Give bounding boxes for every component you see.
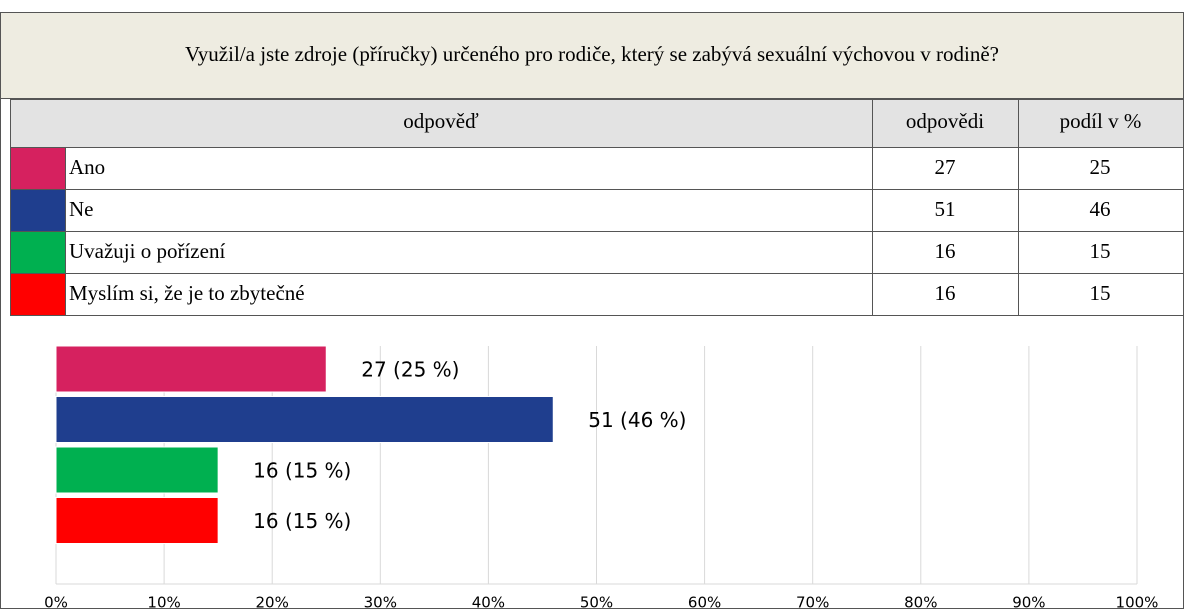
header-row [10,99,1184,148]
color-swatch [10,273,66,316]
x-tick-label: 100% [1116,594,1159,610]
percent: 15 [1090,281,1111,305]
value-label: 16 (15 %) [253,459,351,483]
percent: 25 [1090,155,1111,179]
answer-label: Ano [69,155,105,179]
x-tick-label: 60% [688,594,721,610]
x-tick-label: 30% [364,594,397,610]
answer-label: Myslím si, že je to zbytečné [69,281,305,305]
x-tick-label: 80% [904,594,937,610]
value-label: 16 (15 %) [253,509,351,533]
x-tick-label: 10% [147,594,180,610]
question-box [0,12,1184,99]
x-tick-label: 20% [256,594,289,610]
answer-label: Uvažuji o pořízení [69,239,225,263]
x-tick-label: 50% [580,594,613,610]
value-label: 27 (25 %) [361,358,459,382]
x-tick-label: 70% [796,594,829,610]
bar [55,345,327,393]
color-swatch [10,189,66,232]
question: Využil/a jste zdroje (příručky) určeného… [185,42,999,66]
bar [55,497,219,544]
value-label: 51 (46 %) [588,408,686,432]
answer-label: Ne [69,197,94,221]
bar [55,446,219,494]
count: 27 [935,155,956,179]
bar [55,396,554,443]
percent: 15 [1090,239,1111,263]
row-cell [1018,273,1184,316]
header-text: odpověď [403,109,479,133]
count: 51 [935,197,956,221]
count: 16 [935,239,956,263]
x-tick-label: 40% [472,594,505,610]
x-tick-label: 0% [44,594,68,610]
color-swatch [10,147,66,190]
color-swatch [10,231,66,274]
count: 16 [935,281,956,305]
header-text: odpovědi [906,109,984,133]
header-text: podíl v % [1060,109,1142,133]
x-tick-label: 90% [1012,594,1045,610]
percent: 46 [1090,197,1111,221]
